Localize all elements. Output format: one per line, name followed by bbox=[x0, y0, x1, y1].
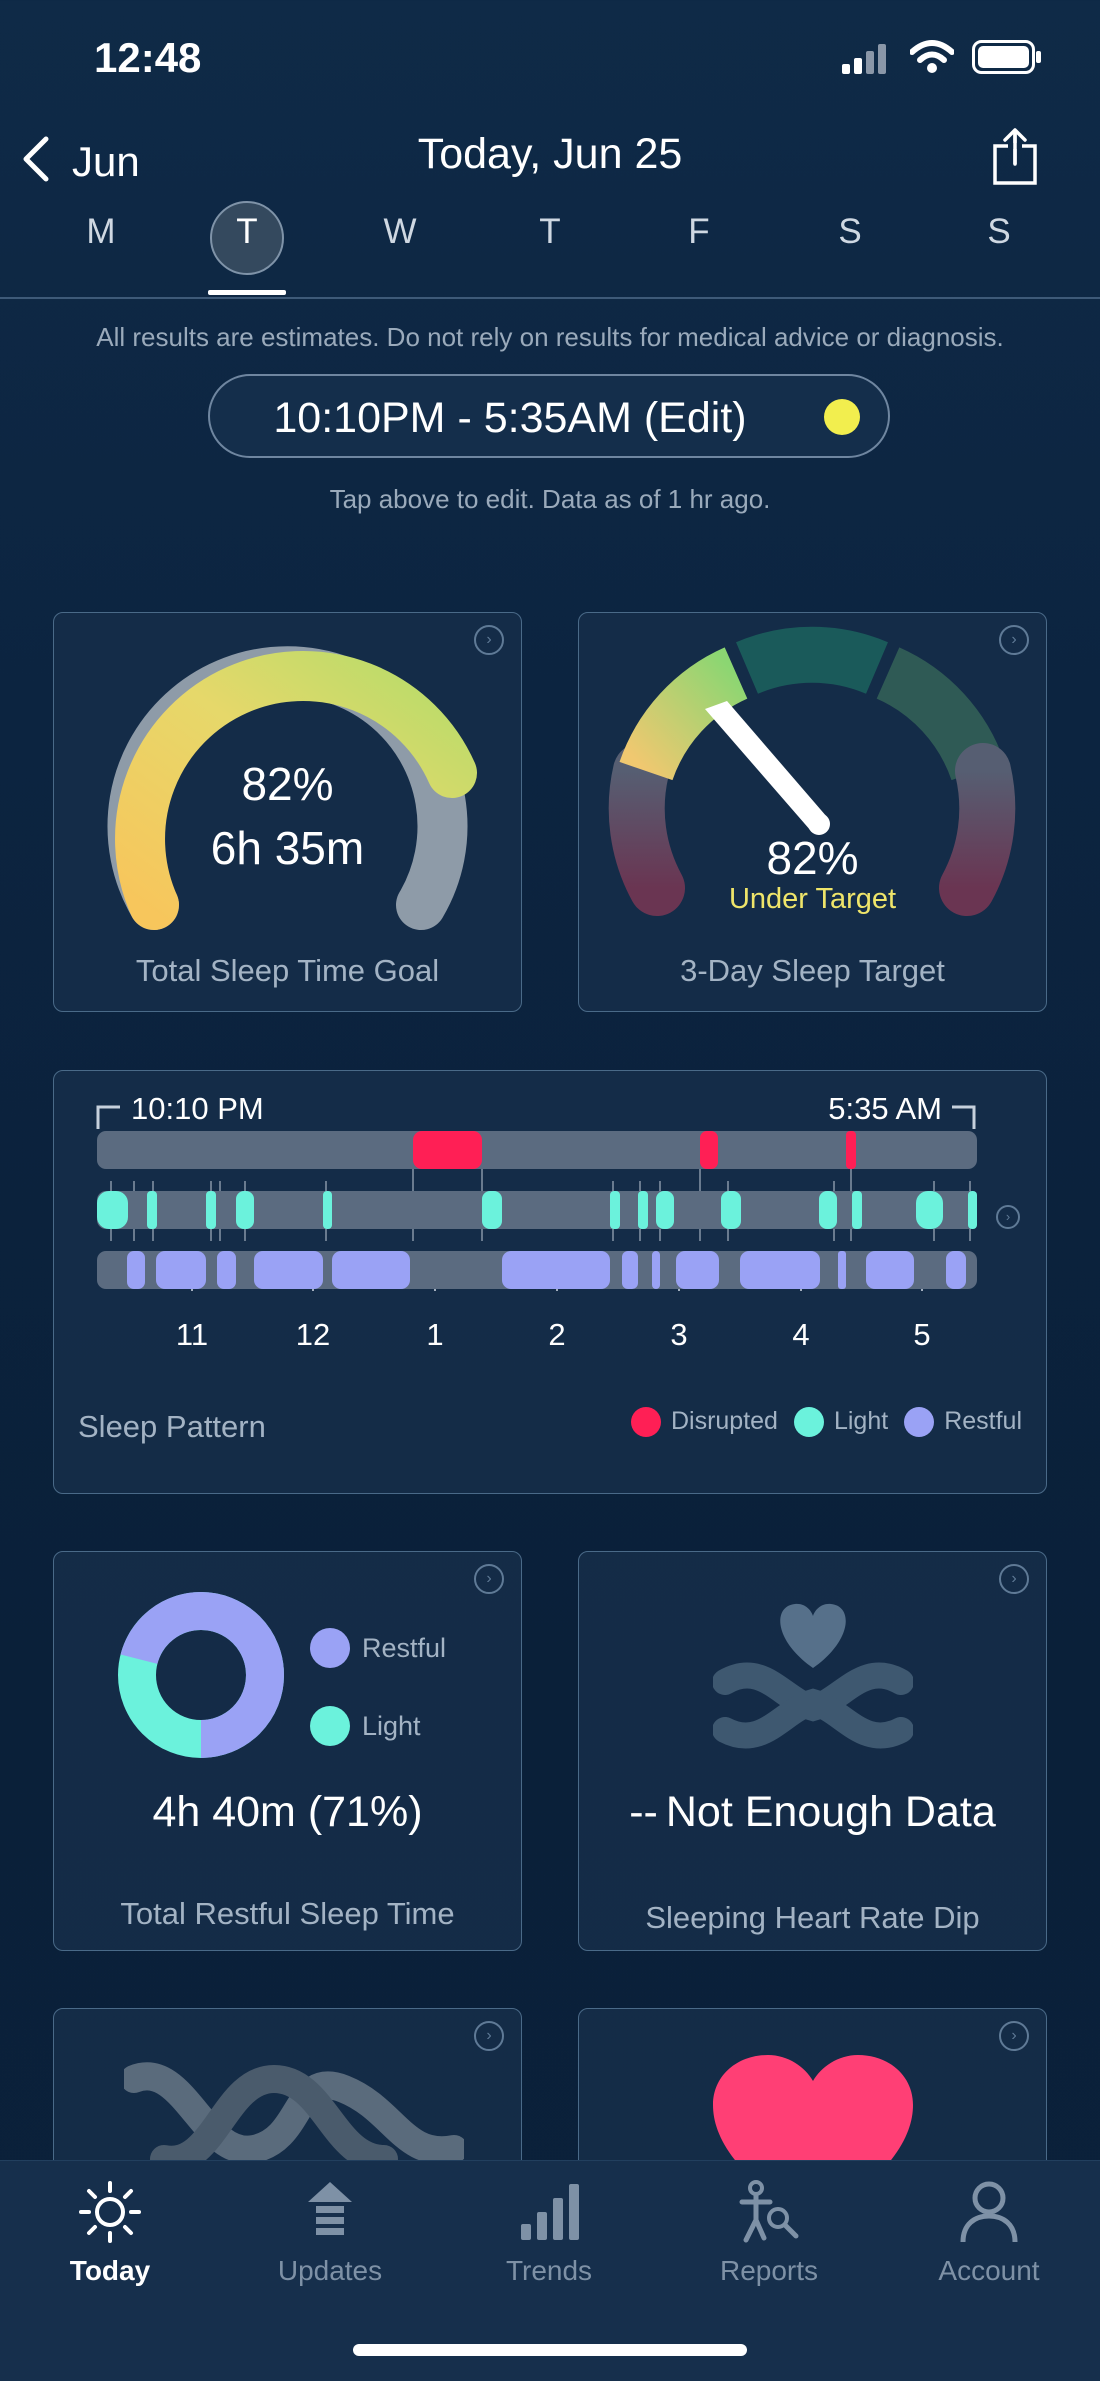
start-bracket-icon bbox=[96, 1105, 120, 1129]
info-icon[interactable]: › bbox=[999, 2021, 1029, 2051]
restful-title: Total Restful Sleep Time bbox=[120, 1896, 455, 1931]
pattern-end-time: 5:35 AM bbox=[828, 1091, 942, 1126]
three-day-status: Under Target bbox=[728, 883, 897, 915]
pattern-start-time: 10:10 PM bbox=[131, 1091, 264, 1126]
restful-legend-item: Restful bbox=[310, 1628, 446, 1668]
edit-hint: Tap above to edit. Data as of 1 hr ago. bbox=[329, 484, 771, 514]
restful-dot bbox=[904, 1407, 935, 1438]
legend-light: Light bbox=[362, 1710, 421, 1741]
hour-label: 1 bbox=[426, 1317, 444, 1352]
tab-trends-label: Trends bbox=[505, 2255, 593, 2286]
day-wed[interactable]: W bbox=[383, 212, 417, 251]
day-fri[interactable]: F bbox=[688, 212, 710, 251]
total-sleep-percent: 82% bbox=[241, 758, 334, 810]
restful-dot bbox=[310, 1628, 350, 1668]
disclaimer-text: All results are estimates. Do not rely o… bbox=[96, 322, 1004, 352]
battery-icon bbox=[972, 40, 1041, 74]
hour-label: 5 bbox=[913, 1317, 931, 1352]
heart-dip-text: Not Enough Data bbox=[665, 1788, 996, 1836]
day-thu[interactable]: T bbox=[539, 212, 561, 251]
day-sun[interactable]: S bbox=[987, 212, 1011, 251]
sleep-pattern-title: Sleep Pattern bbox=[78, 1409, 266, 1444]
tab-today-label: Today bbox=[69, 2255, 151, 2286]
three-day-gauge bbox=[608, 626, 1016, 916]
day-sat[interactable]: S bbox=[838, 212, 862, 251]
total-sleep-card[interactable]: › 82% 6h 35m Total Sleep Time Goal bbox=[53, 612, 522, 1012]
reports-icon bbox=[739, 2180, 799, 2243]
heart-dip-icon bbox=[713, 1603, 913, 1749]
info-icon[interactable]: › bbox=[996, 1205, 1020, 1229]
tab-reports[interactable]: Reports bbox=[684, 2180, 854, 2287]
info-icon[interactable]: › bbox=[474, 1564, 504, 1594]
restful-legend: Restful Light bbox=[310, 1628, 446, 1746]
sleep-quality-dot bbox=[824, 399, 860, 435]
light-legend-item: Light bbox=[310, 1706, 446, 1746]
bar-chart-icon bbox=[521, 2184, 579, 2240]
person-icon bbox=[960, 2181, 1018, 2243]
status-time: 12:48 bbox=[94, 34, 202, 81]
day-selected-underline bbox=[208, 290, 286, 295]
restful-sleep-card[interactable]: › Restful Light 4h 40m (71%) Total Restf… bbox=[53, 1551, 522, 1951]
tab-account-label: Account bbox=[938, 2255, 1040, 2286]
sleep-range-button[interactable]: 10:10PM - 5:35AM (Edit) bbox=[208, 374, 890, 458]
three-day-title: 3-Day Sleep Target bbox=[680, 953, 945, 988]
total-sleep-title: Total Sleep Time Goal bbox=[135, 953, 440, 988]
tab-today[interactable]: Today bbox=[25, 2180, 195, 2287]
disrupted-dot bbox=[630, 1407, 661, 1438]
sleep-pattern-legend: Disrupted Light Restful bbox=[630, 1407, 1022, 1438]
sleep-pattern-chart bbox=[97, 1131, 977, 1291]
hour-label: 11 bbox=[175, 1317, 209, 1352]
heart-dip-title: Sleeping Heart Rate Dip bbox=[645, 1900, 980, 1935]
legend-disrupted: Disrupted bbox=[670, 1407, 778, 1435]
share-icon[interactable] bbox=[992, 126, 1038, 186]
home-indicator bbox=[353, 2344, 747, 2356]
tab-updates-label: Updates bbox=[277, 2255, 383, 2286]
three-day-percent: 82% bbox=[766, 832, 859, 884]
restful-donut-chart bbox=[118, 1592, 284, 1758]
tab-trends[interactable]: Trends bbox=[464, 2180, 634, 2287]
heart-dip-dashes: -- bbox=[629, 1788, 658, 1836]
sleep-pattern-card[interactable]: 10:10 PM 5:35 AM bbox=[53, 1070, 1047, 1494]
total-sleep-duration: 6h 35m bbox=[210, 822, 365, 874]
end-bracket-icon bbox=[952, 1105, 976, 1129]
heart-dip-card[interactable]: › -- Not Enough Data Sleeping Heart Rate … bbox=[578, 1551, 1047, 1951]
restful-value: 4h 40m (71%) bbox=[152, 1788, 423, 1836]
info-icon[interactable]: › bbox=[999, 1564, 1029, 1594]
hour-label: 12 bbox=[295, 1317, 331, 1352]
hour-label: 4 bbox=[792, 1317, 810, 1352]
light-dot bbox=[310, 1706, 350, 1746]
legend-restful: Restful bbox=[362, 1632, 447, 1663]
heart-dip-value: -- Not Enough Data bbox=[579, 1788, 1046, 1837]
hour-label: 3 bbox=[670, 1317, 688, 1352]
total-sleep-gauge bbox=[107, 646, 477, 930]
page-title: Today, Jun 25 bbox=[417, 130, 683, 178]
tab-reports-label: Reports bbox=[719, 2255, 819, 2286]
tab-updates[interactable]: Updates bbox=[245, 2180, 415, 2287]
hour-label: 2 bbox=[548, 1317, 566, 1352]
three-day-card[interactable]: › 82% Under Target 3-Day Sleep Target bbox=[578, 612, 1047, 1012]
day-tue[interactable]: T bbox=[236, 212, 258, 251]
info-icon[interactable]: › bbox=[474, 2021, 504, 2051]
status-bar: 12:48 bbox=[0, 0, 1100, 110]
legend-restful: Restful bbox=[944, 1407, 1022, 1435]
chevron-left-icon bbox=[23, 136, 49, 182]
header-divider bbox=[0, 297, 1100, 299]
back-label: Jun bbox=[72, 138, 140, 185]
updates-icon bbox=[308, 2182, 352, 2235]
sun-icon bbox=[79, 2181, 141, 2243]
wave-icon bbox=[124, 2062, 464, 2169]
legend-light: Light bbox=[833, 1407, 889, 1435]
signal-icon bbox=[842, 44, 886, 74]
day-tue-selected-bg bbox=[210, 201, 284, 275]
tab-account[interactable]: Account bbox=[904, 2180, 1074, 2287]
wifi-icon bbox=[910, 40, 954, 73]
sleep-range-label: 10:10PM - 5:35AM (Edit) bbox=[273, 394, 747, 442]
day-mon[interactable]: M bbox=[86, 212, 116, 251]
light-dot bbox=[793, 1407, 824, 1438]
info-icon[interactable]: › bbox=[474, 625, 504, 655]
info-icon[interactable]: › bbox=[999, 625, 1029, 655]
